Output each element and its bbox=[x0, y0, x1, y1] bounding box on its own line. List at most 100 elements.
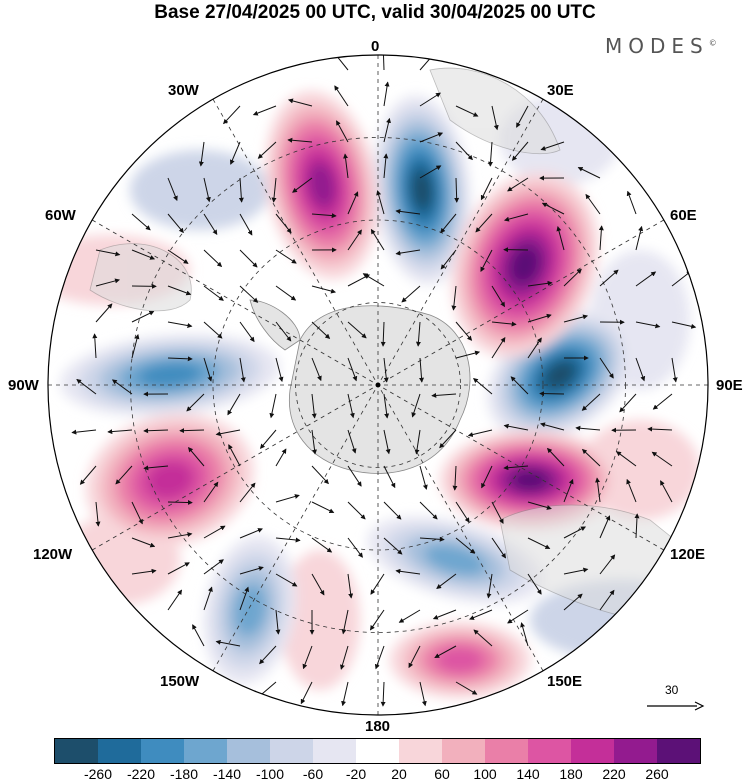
wind-vector bbox=[311, 429, 318, 455]
wind-vector bbox=[374, 645, 385, 670]
wind-vector bbox=[203, 357, 213, 382]
colorbar-swatch bbox=[571, 739, 614, 763]
wind-vector bbox=[383, 537, 403, 555]
wind-vector bbox=[343, 153, 349, 179]
south-pole-marker bbox=[375, 382, 381, 388]
lon-label-60e: 60E bbox=[670, 207, 697, 224]
wind-vector bbox=[383, 393, 390, 419]
wind-vector bbox=[341, 681, 349, 707]
wind-vector bbox=[469, 609, 493, 620]
map-title: Base 27/04/2025 00 UTC, valid 30/04/2025… bbox=[154, 2, 596, 23]
wind-vector bbox=[480, 177, 493, 201]
wind-vector bbox=[563, 593, 583, 611]
wind-vector bbox=[563, 314, 589, 323]
wind-vector bbox=[440, 249, 457, 270]
wind-vector bbox=[239, 586, 250, 611]
wind-vector bbox=[475, 213, 493, 233]
wind-vector bbox=[300, 681, 313, 705]
wind-vector bbox=[480, 249, 493, 273]
wind-vector bbox=[275, 285, 297, 301]
lon-label-60w: 60W bbox=[45, 207, 76, 224]
wind-vector bbox=[347, 393, 355, 419]
wind-vector bbox=[419, 536, 445, 542]
wind-vector bbox=[634, 513, 640, 539]
wind-vector bbox=[540, 141, 565, 151]
wind-vector bbox=[398, 609, 421, 623]
positive-anomaly-center bbox=[451, 172, 599, 358]
wind-vector bbox=[275, 537, 301, 543]
wind-vector bbox=[599, 269, 619, 287]
colorbar-tick-label: -260 bbox=[83, 766, 113, 782]
wind-vector bbox=[599, 554, 616, 575]
wind-vector bbox=[332, 55, 349, 71]
vector-scale-value: 30 bbox=[665, 683, 679, 697]
wind-vector bbox=[563, 526, 587, 539]
wind-vector bbox=[598, 225, 604, 251]
wind-vector bbox=[369, 609, 385, 631]
wind-vector bbox=[192, 624, 205, 647]
wind-vector bbox=[527, 501, 552, 510]
wind-vector bbox=[619, 393, 637, 413]
logo-mark: © bbox=[708, 38, 717, 48]
wind-vector bbox=[203, 525, 226, 539]
wind-vector bbox=[527, 280, 553, 287]
wind-vector bbox=[229, 141, 241, 165]
colorbar-swatch bbox=[657, 739, 700, 763]
wind-vector bbox=[92, 333, 98, 359]
wind-vector bbox=[467, 429, 493, 437]
wind-vector bbox=[275, 249, 297, 264]
lon-label-150w: 150W bbox=[160, 673, 200, 690]
colorbar-tick-label: 140 bbox=[516, 766, 540, 782]
map-boundary bbox=[47, 54, 709, 716]
wind-vector bbox=[503, 465, 529, 471]
south-america-landmass bbox=[89, 243, 192, 312]
wind-vector bbox=[347, 537, 363, 558]
wind-vector bbox=[432, 609, 457, 620]
wind-vector bbox=[203, 481, 219, 503]
wind-vector bbox=[239, 213, 253, 236]
wind-vector bbox=[382, 55, 385, 71]
wind-vector bbox=[581, 448, 601, 467]
wind-vector bbox=[370, 228, 385, 251]
wind-vector bbox=[167, 321, 193, 328]
positive-anomaly-center bbox=[265, 90, 379, 280]
wind-vector bbox=[473, 377, 493, 395]
wind-vector bbox=[504, 213, 529, 222]
wind-vector bbox=[626, 190, 637, 215]
wind-vector bbox=[527, 337, 542, 359]
latitude-circle bbox=[212, 219, 544, 551]
wind-vector bbox=[167, 356, 193, 362]
wind-vector bbox=[491, 321, 517, 327]
wind-vector bbox=[347, 321, 367, 339]
wind-vector bbox=[95, 303, 113, 323]
wind-vector bbox=[585, 193, 601, 215]
wind-vector bbox=[419, 92, 441, 107]
colorbar-tick-label: 260 bbox=[645, 766, 669, 782]
lon-label-180: 180 bbox=[365, 718, 391, 735]
colorbar-tick-label: 60 bbox=[434, 766, 450, 782]
wind-vector bbox=[239, 482, 256, 503]
wind-vector bbox=[131, 213, 151, 231]
latitude-circle bbox=[295, 302, 461, 468]
wind-vector bbox=[451, 285, 457, 311]
wind-vector bbox=[111, 379, 133, 395]
wind-vector bbox=[334, 85, 349, 107]
wind-vector bbox=[577, 167, 601, 179]
wind-vector bbox=[239, 321, 255, 343]
wind-vector bbox=[380, 321, 386, 347]
wind-vector bbox=[292, 177, 313, 193]
colorbar-tick-label: 180 bbox=[559, 766, 583, 782]
wind-vector bbox=[671, 321, 697, 329]
wind-vector bbox=[455, 537, 476, 554]
wind-vector bbox=[651, 451, 673, 467]
wind-vector bbox=[131, 501, 143, 525]
wind-vector bbox=[257, 141, 277, 159]
wind-vector bbox=[167, 213, 184, 234]
wind-vector bbox=[311, 321, 331, 339]
anomaly-field bbox=[48, 90, 708, 698]
weak-anomaly bbox=[280, 550, 360, 690]
wind-vector bbox=[520, 622, 529, 647]
colorbar bbox=[54, 738, 701, 764]
colorbar-tick-label: 20 bbox=[391, 766, 407, 782]
wind-vector bbox=[362, 273, 385, 287]
